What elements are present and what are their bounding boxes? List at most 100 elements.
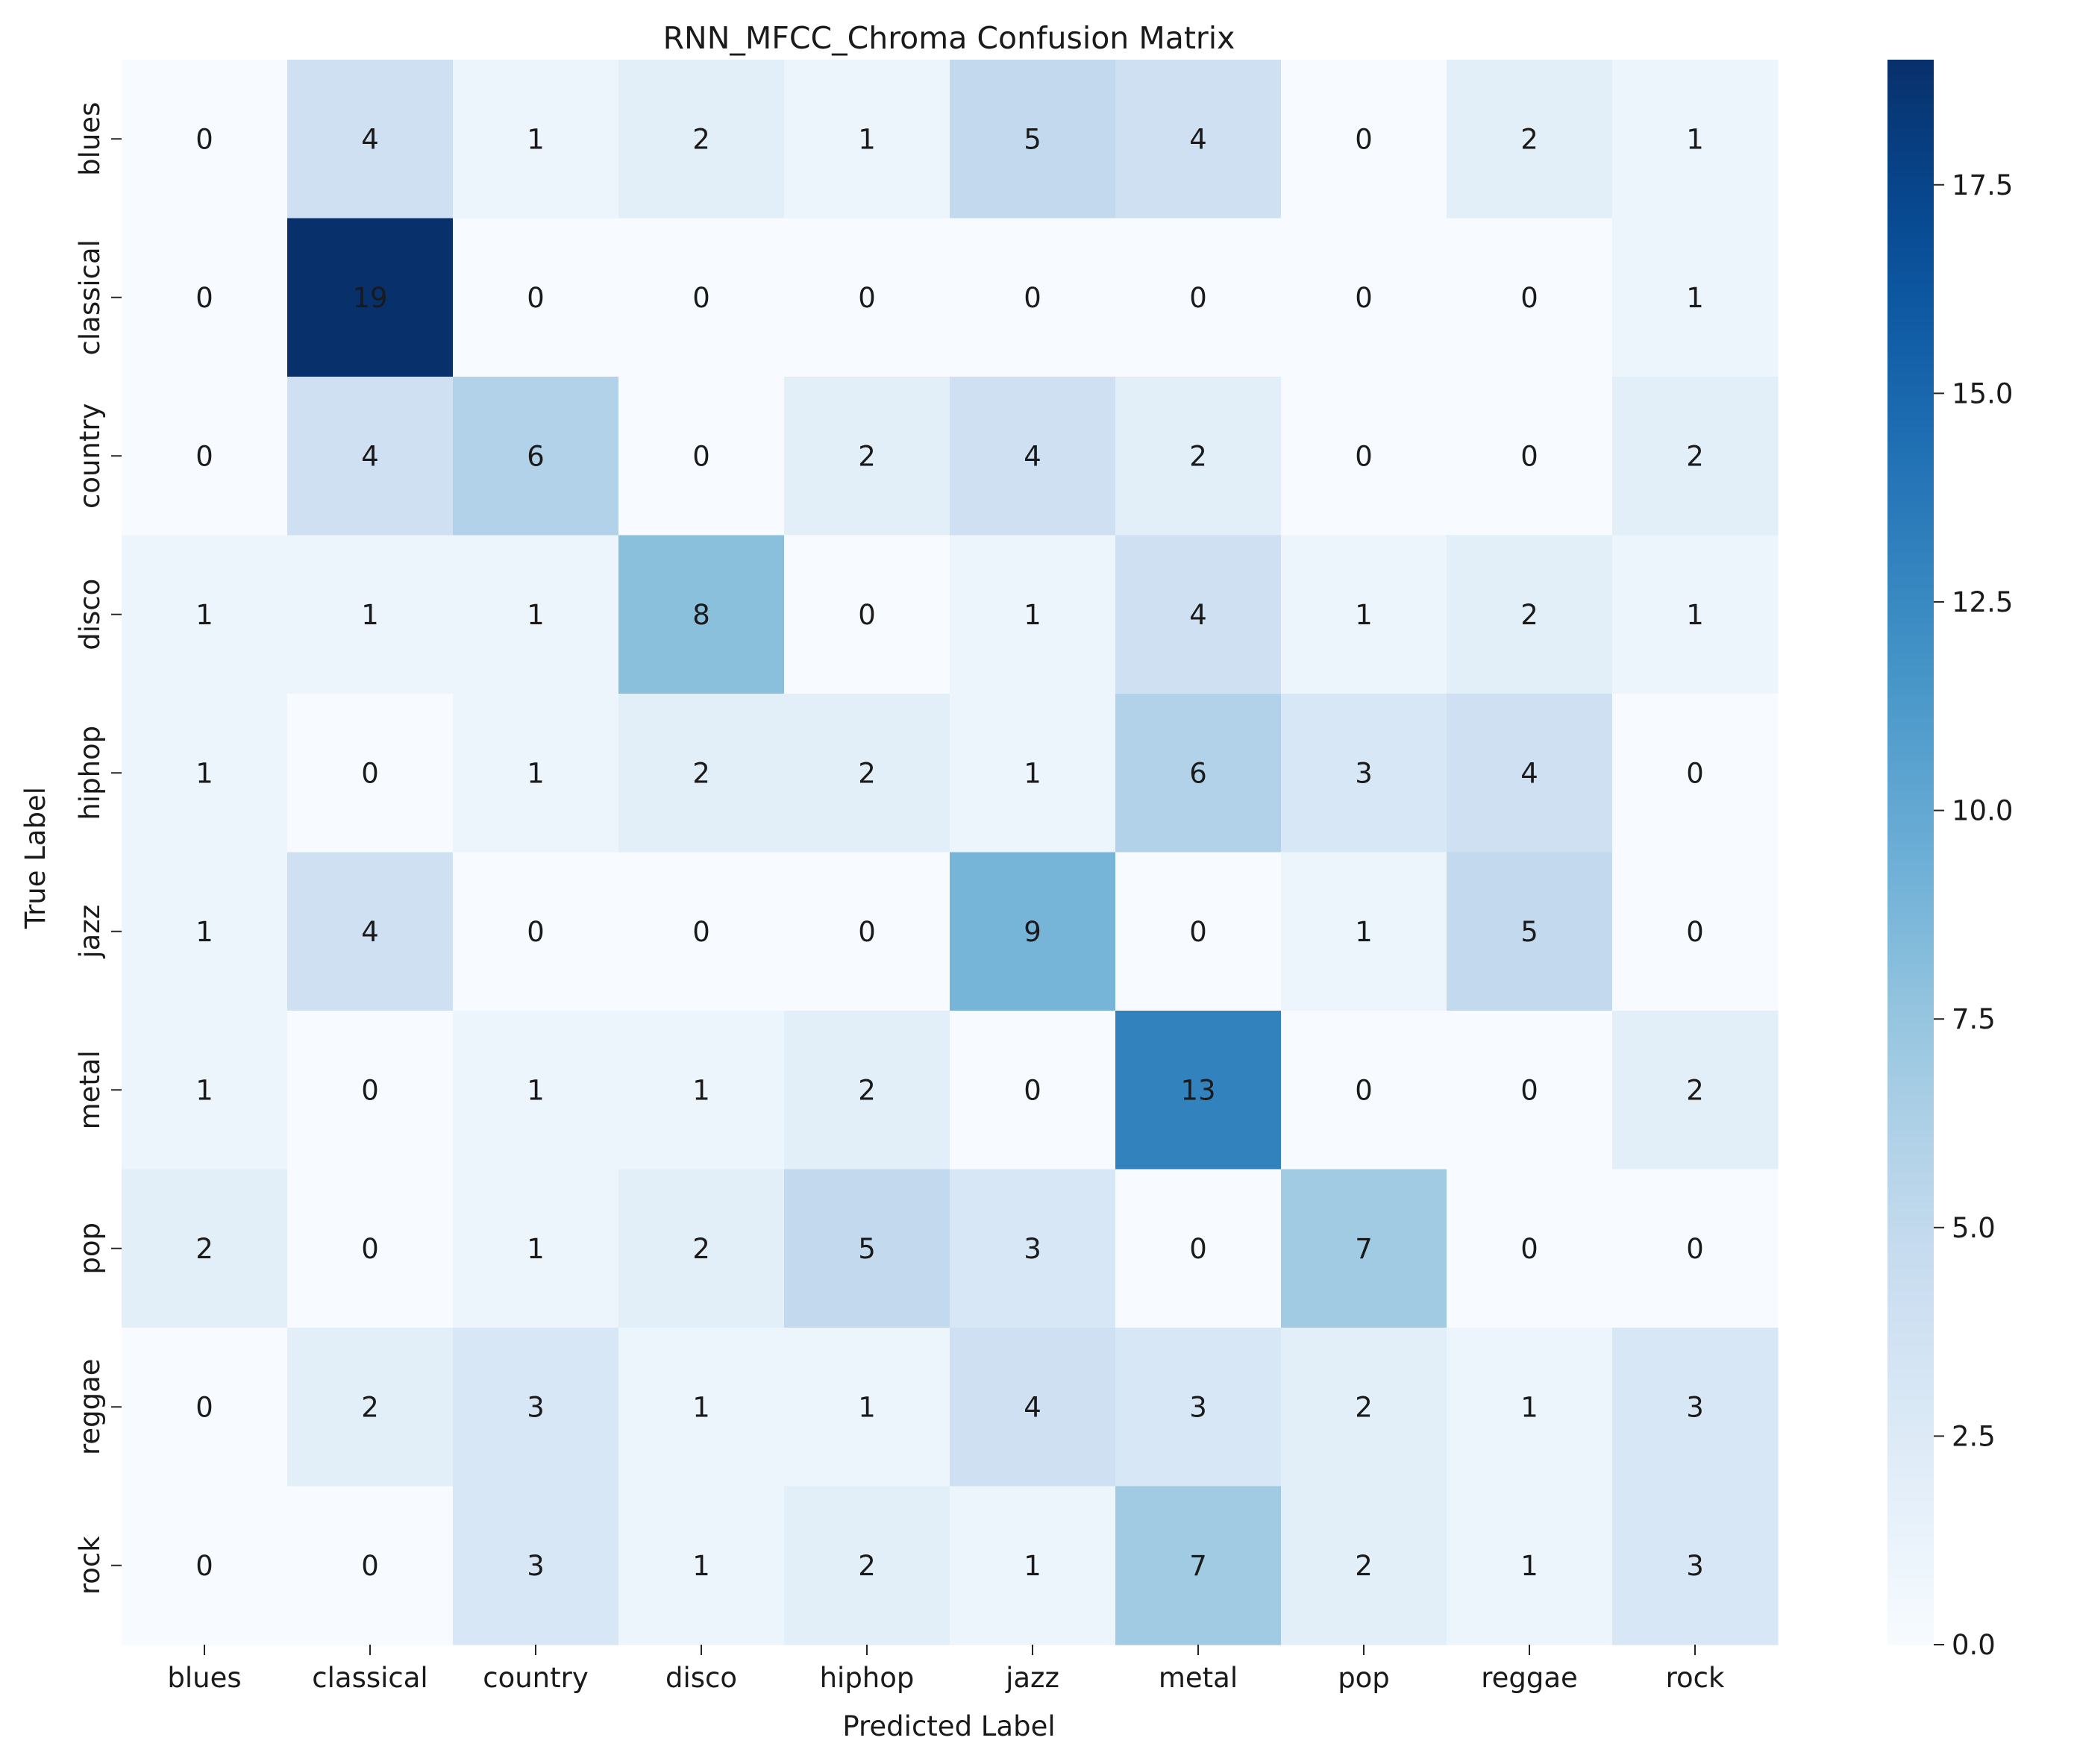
heatmap-cell — [1115, 1169, 1282, 1328]
heatmap-cell — [1612, 1486, 1779, 1645]
heatmap-cell — [122, 535, 288, 694]
x-tick-label: jazz — [1005, 1662, 1059, 1694]
heatmap-cell — [1115, 377, 1282, 536]
heatmap-cell — [950, 377, 1116, 536]
cell-value-label: 1 — [1024, 1550, 1041, 1582]
x-tick-label: blues — [167, 1662, 241, 1694]
heatmap-cell — [1447, 694, 1613, 853]
colorbar: 0.0 2.5 5.0 7.5 10.0 12.5 15.0 17.5 — [1887, 60, 2013, 1661]
heatmap-cell — [1281, 60, 1447, 219]
heatmap-cell — [287, 1011, 454, 1170]
heatmap-cell — [1281, 218, 1447, 377]
colorbar-tick-label: 5.0 — [1952, 1212, 1996, 1244]
cell-value-label: 2 — [858, 440, 876, 472]
colorbar-tick-label: 0.0 — [1952, 1629, 1996, 1661]
heatmap-cell — [950, 535, 1116, 694]
y-tick-label: classical — [74, 239, 106, 355]
cell-value-label: 4 — [1024, 440, 1041, 472]
cell-value-label: 2 — [1686, 1074, 1704, 1106]
cell-value-label: 2 — [1520, 599, 1538, 631]
cell-value-label: 0 — [195, 440, 213, 472]
heatmap-cell — [1447, 852, 1613, 1011]
heatmap-cell — [1281, 1169, 1447, 1328]
colorbar-tick-label: 10.0 — [1952, 795, 2013, 827]
y-tick-label: country — [74, 404, 106, 509]
heatmap-cell — [287, 535, 454, 694]
heatmap-cell — [1281, 1486, 1447, 1645]
heatmap-cell — [1281, 694, 1447, 853]
heatmap-cell — [122, 1486, 288, 1645]
cell-value-label: 0 — [692, 282, 710, 314]
x-tick-label: classical — [312, 1662, 427, 1694]
cell-value-label: 1 — [1686, 123, 1704, 155]
heatmap-cell — [1281, 852, 1447, 1011]
cell-value-label: 2 — [858, 757, 876, 789]
x-tick-label: rock — [1666, 1662, 1725, 1694]
heatmap-cell — [122, 694, 288, 853]
cell-value-label: 0 — [858, 916, 876, 948]
cell-value-label: 0 — [858, 282, 876, 314]
heatmap-cell — [1447, 377, 1613, 536]
cell-value-label: 2 — [692, 1233, 710, 1265]
cell-value-label: 2 — [1686, 440, 1704, 472]
y-tick-label: hiphop — [74, 726, 106, 820]
y-tick-label: rock — [74, 1536, 106, 1595]
cell-value-label: 0 — [361, 1233, 379, 1265]
heatmap-cell — [1115, 218, 1282, 377]
cell-value-label: 0 — [1189, 282, 1207, 314]
cell-value-label: 1 — [692, 1550, 710, 1582]
heatmap-cell — [950, 1328, 1116, 1487]
heatmap-cell — [618, 1486, 785, 1645]
heatmap-cell — [784, 694, 950, 853]
cell-value-label: 1 — [361, 599, 379, 631]
heatmap-cell — [1612, 1169, 1779, 1328]
cell-value-label: 3 — [1189, 1391, 1207, 1423]
cell-value-label: 1 — [195, 599, 213, 631]
heatmap-cells: 0 4 1 2 1 5 4 0 2 10 19 0 0 0 0 0 0 0 10 4 6 0 2 4 2 0 0 21 1 1 8 0 1 4 1 2… — [122, 60, 1779, 1645]
heatmap-cell — [1115, 852, 1282, 1011]
heatmap-cell — [950, 1486, 1116, 1645]
heatmap-cell — [1612, 218, 1779, 377]
cell-value-label: 0 — [1520, 282, 1538, 314]
cell-value-label: 4 — [1024, 1391, 1041, 1423]
heatmap-cell — [122, 1169, 288, 1328]
cell-value-label: 0 — [195, 123, 213, 155]
cell-value-label: 0 — [1355, 282, 1373, 314]
heatmap-cell — [1115, 60, 1282, 219]
y-tick-label: blues — [74, 102, 106, 176]
cell-value-label: 0 — [1189, 1233, 1207, 1265]
x-tick-label: reggae — [1481, 1662, 1578, 1694]
cell-value-label: 4 — [361, 440, 379, 472]
cell-value-label: 1 — [527, 1233, 545, 1265]
cell-value-label: 1 — [1520, 1550, 1538, 1582]
heatmap-cell — [1281, 1011, 1447, 1170]
heatmap-cell — [618, 852, 785, 1011]
cell-value-label: 0 — [692, 916, 710, 948]
heatmap-cell — [618, 218, 785, 377]
heatmap-cell — [950, 218, 1116, 377]
heatmap-cell — [618, 1169, 785, 1328]
heatmap-cell — [950, 852, 1116, 1011]
cell-value-label: 1 — [1024, 599, 1041, 631]
heatmap-cell — [453, 694, 619, 853]
heatmap-cell — [1612, 60, 1779, 219]
cell-value-label: 1 — [1520, 1391, 1538, 1423]
heatmap-cell — [950, 1011, 1116, 1170]
heatmap-cell — [618, 377, 785, 536]
colorbar-gradient — [1887, 60, 1934, 1645]
cell-value-label: 0 — [1355, 123, 1373, 155]
heatmap-cell — [122, 377, 288, 536]
heatmap-cell — [122, 1011, 288, 1170]
cell-value-label: 2 — [361, 1391, 379, 1423]
heatmap-cell — [287, 377, 454, 536]
cell-value-label: 0 — [361, 1074, 379, 1106]
chart-title: RNN_MFCC_Chroma Confusion Matrix — [663, 20, 1235, 56]
y-tick-label: disco — [74, 579, 106, 650]
cell-value-label: 4 — [361, 123, 379, 155]
x-tick-label: country — [483, 1662, 589, 1694]
cell-value-label: 13 — [1180, 1074, 1215, 1106]
heatmap-cell — [453, 535, 619, 694]
x-tick-label: hiphop — [820, 1662, 915, 1694]
cell-value-label: 2 — [195, 1233, 213, 1265]
cell-value-label: 2 — [1355, 1550, 1373, 1582]
